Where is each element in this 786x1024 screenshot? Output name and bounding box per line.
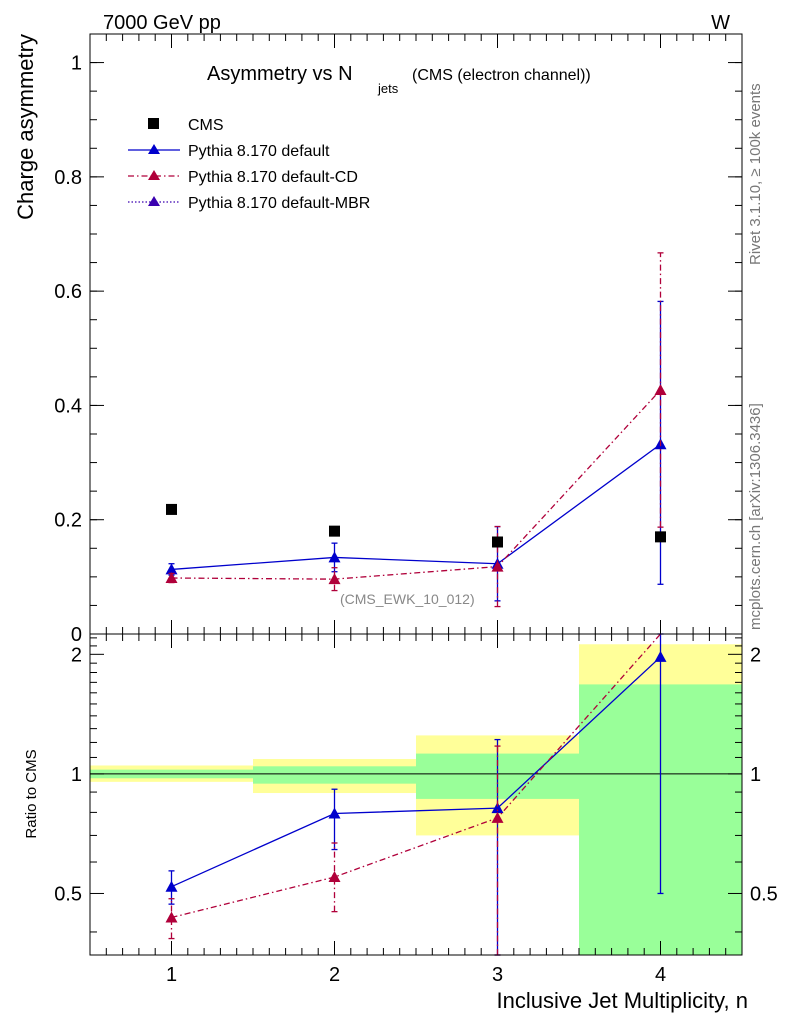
ratio-plot-uncertainty-bands bbox=[90, 644, 742, 955]
cms-data-point bbox=[166, 503, 177, 515]
ratio-plot-panel: 0.5 0.5 1 1 2 2 1 2 3 4 Ratio to CMS Inclusive J… bbox=[23, 633, 778, 1013]
legend-default-label: Pythia 8.170 default bbox=[188, 143, 330, 160]
legend-mbr-label: Pythia 8.170 default-MBR bbox=[188, 195, 370, 212]
ratio-y-tick-label: 1 bbox=[71, 764, 82, 786]
main-plot-title-subscript: jets bbox=[377, 81, 399, 96]
legend-cd-label: Pythia 8.170 default-CD bbox=[188, 169, 358, 186]
y-tick-label: 1 bbox=[71, 53, 82, 75]
mcplots-label: mcplots.cern.ch [arXiv:1306.3436] bbox=[747, 403, 764, 630]
legend-cms-marker bbox=[148, 118, 159, 129]
ratio-series-0-marker bbox=[328, 807, 341, 819]
ratio-plot-ticks bbox=[90, 634, 742, 955]
ratio-y-tick-label-right: 2 bbox=[750, 644, 761, 666]
ratio-series-1-marker bbox=[165, 911, 178, 923]
y-tick-label: 0.2 bbox=[54, 510, 82, 532]
cms-data-point bbox=[655, 531, 666, 543]
series-1-line bbox=[171, 389, 661, 580]
ratio-plot-series bbox=[165, 633, 667, 956]
ratio-series-1-line bbox=[171, 633, 661, 919]
legend: CMS Pythia 8.170 default Pythia 8.170 de… bbox=[128, 117, 370, 212]
ratio-plot-y-axis-label: Ratio to CMS bbox=[23, 749, 40, 838]
ratio-plot-frame bbox=[89, 633, 743, 956]
ratio-y-tick-label: 0.5 bbox=[54, 883, 82, 905]
ratio-plot-x-tick-labels: 1 2 3 4 bbox=[166, 964, 666, 986]
collision-label: 7000 GeV pp bbox=[103, 12, 221, 34]
y-tick-label: 0.6 bbox=[54, 281, 82, 303]
main-plot-y-tick-labels: 0 0.2 0.4 0.6 0.8 1 bbox=[54, 53, 82, 646]
x-tick-label: 3 bbox=[492, 964, 503, 986]
series-1-marker bbox=[328, 573, 341, 585]
green-band bbox=[253, 766, 416, 784]
ratio-y-tick-label-right: 0.5 bbox=[750, 883, 778, 905]
main-plot-title: Asymmetry vs N bbox=[207, 63, 353, 85]
series-0-marker bbox=[165, 563, 178, 575]
ratio-y-tick-label-right: 1 bbox=[750, 764, 761, 786]
ratio-series-1-marker bbox=[491, 811, 504, 823]
legend-cd-marker bbox=[148, 170, 160, 180]
x-tick-label: 4 bbox=[655, 964, 666, 986]
ratio-series-1-marker bbox=[328, 871, 341, 883]
cms-data-point bbox=[329, 525, 340, 537]
x-tick-label: 2 bbox=[329, 964, 340, 986]
ratio-series-0-marker bbox=[654, 650, 667, 662]
rivet-label: Rivet 3.1.10, ≥ 100k events bbox=[747, 83, 764, 265]
y-tick-label: 0.4 bbox=[54, 395, 82, 417]
series-0-line bbox=[171, 443, 661, 571]
legend-cms-label: CMS bbox=[188, 117, 224, 134]
cms-data-point bbox=[492, 536, 503, 548]
ratio-series-0-marker bbox=[165, 880, 178, 892]
ratio-series-0-line bbox=[171, 656, 661, 888]
ratio-y-tick-label: 2 bbox=[71, 644, 82, 666]
main-plot-title-suffix: (CMS (electron channel)) bbox=[412, 67, 591, 84]
series-1-marker bbox=[491, 560, 504, 572]
main-plot-series bbox=[165, 252, 667, 608]
main-plot-y-axis-label: Charge asymmetry bbox=[13, 34, 38, 220]
ratio-series-0-marker bbox=[491, 802, 504, 814]
series-1-marker bbox=[654, 384, 667, 395]
legend-default-marker bbox=[148, 144, 160, 154]
x-tick-label: 1 bbox=[166, 964, 177, 986]
analysis-tag: (CMS_EWK_10_012) bbox=[340, 591, 475, 607]
series-0-marker bbox=[328, 551, 341, 563]
legend-mbr-marker bbox=[148, 196, 160, 206]
main-plot-cms-data bbox=[166, 503, 666, 548]
y-tick-label: 0 bbox=[71, 624, 82, 646]
process-label: W bbox=[711, 12, 730, 34]
y-tick-label: 0.8 bbox=[54, 167, 82, 189]
series-1-marker bbox=[165, 572, 178, 583]
main-plot-panel: 0 0.2 0.4 0.6 0.8 1 Asymmetry vs N jets (CMS … bbox=[13, 33, 743, 646]
x-axis-label: Inclusive Jet Multiplicity, n bbox=[497, 988, 748, 1013]
ratio-plot-y-tick-labels: 0.5 0.5 1 1 2 2 bbox=[54, 644, 778, 905]
